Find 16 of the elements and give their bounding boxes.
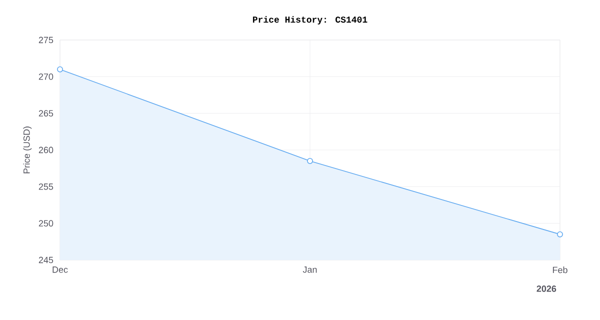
y-tick-label: 245 (38, 256, 54, 264)
x-tick-label: Jan (302, 266, 317, 273)
y-axis-title: Price (USD) (23, 126, 32, 174)
chart-title: Price History: CS1401 (252, 16, 368, 24)
y-tick-label: 265 (38, 110, 54, 117)
point (306, 158, 313, 164)
x-tick-label: Dec (52, 266, 68, 273)
y-tick-label: 270 (38, 73, 54, 80)
point (556, 231, 563, 238)
y-tick-label: 260 (38, 146, 54, 154)
y-tick-label: 250 (38, 220, 54, 227)
y-tick-label: 275 (38, 36, 54, 44)
x-tick-label: Feb (552, 266, 568, 274)
point (57, 66, 64, 72)
y-tick-label: 255 (38, 183, 54, 190)
text: 2026 (536, 286, 556, 292)
